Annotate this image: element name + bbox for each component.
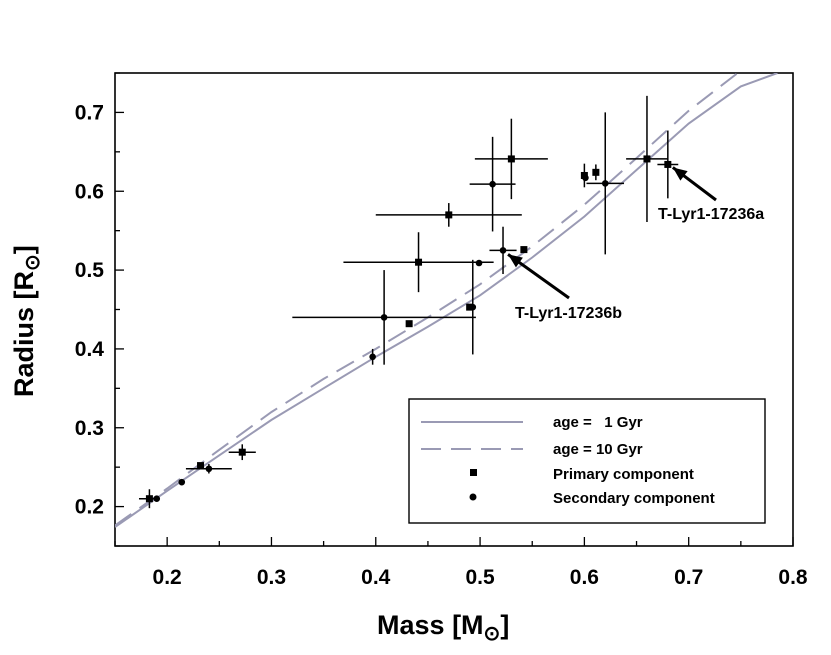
y-tick-label: 0.7 xyxy=(75,101,104,124)
legend-label-1gyr: age = 1 Gyr xyxy=(553,414,643,431)
primary-point xyxy=(415,258,423,266)
primary-point xyxy=(520,246,528,254)
primary-point xyxy=(238,448,246,456)
sun-symbol-icon: ⊙ xyxy=(22,254,44,271)
primary-point xyxy=(643,155,651,163)
x-tick-label: 0.8 xyxy=(778,566,808,589)
primary-point xyxy=(507,155,515,163)
secondary-point xyxy=(205,465,213,473)
y-tick-label: 0.6 xyxy=(75,180,104,203)
legend: age = 1 Gyr age = 10 Gyr Primary compone… xyxy=(408,398,766,524)
secondary-point xyxy=(475,259,483,267)
primary-point xyxy=(592,168,600,176)
secondary-point xyxy=(469,303,477,311)
secondary-point xyxy=(601,180,609,187)
primary-point xyxy=(197,462,205,470)
y-tick-label: 0.3 xyxy=(75,417,104,440)
model-curve-1gyr xyxy=(115,73,778,528)
secondary-point xyxy=(178,478,186,486)
x-tick-label: 0.2 xyxy=(153,566,182,589)
legend-label-10gyr: age = 10 Gyr xyxy=(553,441,643,458)
secondary-point xyxy=(499,247,507,254)
legend-label-secondary: Secondary component xyxy=(553,490,715,507)
y-tick-label: 0.2 xyxy=(75,496,104,519)
annotation-arrow-a xyxy=(671,166,717,202)
x-tick-label: 0.6 xyxy=(570,566,599,589)
sun-symbol-icon: ⊙ xyxy=(484,623,501,645)
x-tick-label: 0.4 xyxy=(361,566,391,589)
legend-label-primary: Primary component xyxy=(553,466,694,483)
secondary-point xyxy=(582,174,589,182)
secondary-point xyxy=(489,180,496,188)
x-tick-label: 0.3 xyxy=(257,566,286,589)
legend-marker-secondary xyxy=(469,493,477,501)
primary-point xyxy=(145,495,153,503)
primary-point xyxy=(445,211,453,219)
x-tick-label: 0.5 xyxy=(465,566,495,589)
primary-point xyxy=(405,320,413,328)
annotation-label-b: T-Lyr1-17236b xyxy=(515,305,622,322)
secondary-point xyxy=(380,314,388,321)
annotation-arrow-b xyxy=(507,253,570,300)
x-tick-label: 0.7 xyxy=(674,566,703,589)
legend-marker-primary xyxy=(470,469,477,476)
x-axis-title: Mass [M⊙] xyxy=(377,610,509,645)
y-axis-title: Radius [R⊙] xyxy=(9,245,44,397)
secondary-point xyxy=(153,495,161,503)
annotation-label-a: T-Lyr1-17236a xyxy=(658,206,764,223)
secondary-point xyxy=(369,353,376,361)
legend-box xyxy=(408,398,766,524)
primary-point xyxy=(664,160,672,168)
y-tick-label: 0.5 xyxy=(75,259,105,282)
y-tick-label: 0.4 xyxy=(75,338,105,361)
